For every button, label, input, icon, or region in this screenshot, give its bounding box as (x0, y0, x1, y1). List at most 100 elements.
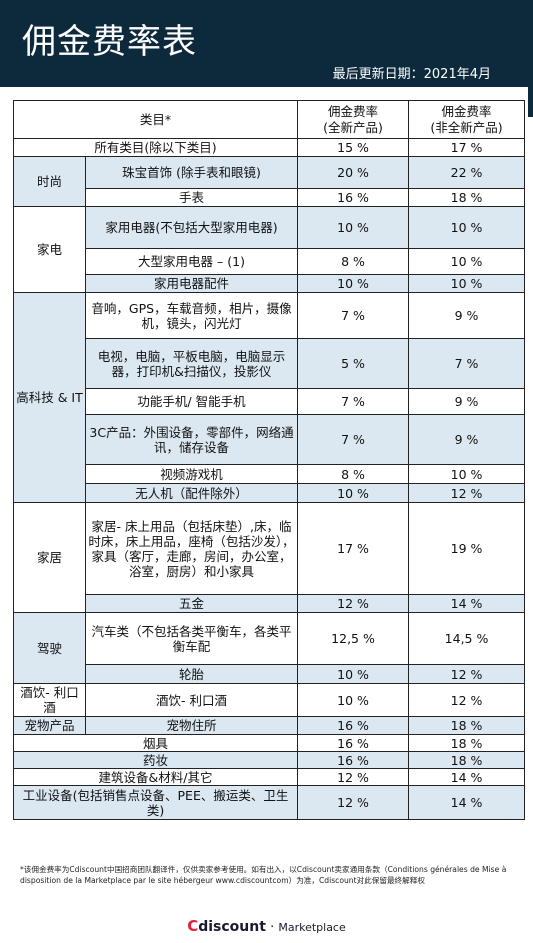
header-rate-used: 佣金费率 (非全新产品) (408, 100, 526, 139)
rate-new: 8 % (297, 464, 410, 484)
category-group: 驾驶 (13, 612, 86, 684)
brand-c: C (187, 917, 199, 935)
table-row: 3C产品：外围设备，零部件，网络通讯，储存设备 7 % 9 % (13, 414, 526, 465)
rate-new: 10 % (297, 664, 410, 684)
table-row: 酒饮- 利口酒 酒饮- 利口酒 10 % 12 % (13, 683, 526, 717)
category-item: 轮胎 (84, 664, 299, 684)
category-group: 家居 (13, 502, 86, 613)
brand-marketplace: Marketplace (278, 921, 346, 934)
rate-new: 10 % (297, 683, 410, 717)
rate-used: 14,5 % (408, 612, 526, 665)
rate-used: 19 % (408, 502, 526, 595)
rate-new: 16 % (297, 734, 410, 752)
table-row: 轮胎 10 % 12 % (13, 664, 526, 684)
rate-new: 12 % (297, 785, 410, 820)
table-row: 宠物产品 宠物住所 16 % 18 % (13, 716, 526, 735)
table-row: 手表 16 % 18 % (13, 188, 526, 207)
category-item: 视频游戏机 (84, 464, 299, 484)
table-row: 建筑设备&材料/其它 12 % 14 % (12, 768, 526, 786)
category-item: 宠物住所 (84, 716, 299, 735)
table-row: 无人机（配件除外） 10 % 12 % (13, 483, 526, 503)
brand-logo: Cdiscount · Marketplace (0, 917, 533, 935)
category-item: 手表 (84, 188, 299, 207)
rate-new: 10 % (297, 483, 410, 503)
category-item: 工业设备(包括销售点设备、PEE、搬运类、卫生类) (12, 785, 299, 820)
rate-new: 15 % (297, 138, 410, 157)
commission-rate-table: 类目* 佣金费率 (全新产品) 佣金费率 (非全新产品) 所有类目(除以下类目)… (12, 100, 526, 820)
table-row: 家居 家居- 床上用品（包括床垫）,床，临时床，床上用品，座椅（包括沙发），家具… (13, 502, 526, 613)
header-category: 类目* (12, 100, 299, 139)
rate-new: 10 % (297, 206, 410, 249)
rate-new: 5 % (297, 338, 410, 389)
rate-used: 12 % (408, 483, 526, 503)
category-item: 家用电器(不包括大型家用电器) (84, 206, 299, 249)
table-row: 药妆 16 % 18 % (12, 751, 526, 769)
rate-used: 12 % (408, 664, 526, 684)
header-rate-new: 佣金费率 (全新产品) (297, 100, 410, 139)
table-header-row: 类目* 佣金费率 (全新产品) 佣金费率 (非全新产品) (12, 100, 526, 139)
rate-used: 10 % (408, 464, 526, 484)
rate-new: 16 % (297, 751, 410, 769)
rate-new: 7 % (297, 414, 410, 465)
table-row: 家电 家用电器(不包括大型家用电器) 10 % 10 % (13, 206, 526, 293)
last-updated-date: 最后更新日期：2021年4月 (332, 67, 491, 82)
rate-used: 18 % (408, 751, 526, 769)
table-row: 烟具 16 % 18 % (12, 734, 526, 752)
category-item: 五金 (84, 594, 299, 613)
rate-used: 14 % (408, 785, 526, 820)
footnote: *该佣金费率为Cdiscount中国招商团队翻译件，仅供卖家参考使用。如有出入，… (20, 865, 507, 885)
rate-used: 7 % (408, 338, 526, 389)
category-item: 无人机（配件除外） (84, 483, 299, 503)
category-item: 电视，电脑，平板电脑，电脑显示器，打印机&扫描仪，投影仪 (84, 338, 299, 389)
rate-new: 10 % (297, 274, 410, 293)
category-item: 酒饮- 利口酒 (84, 683, 299, 717)
rate-used: 17 % (408, 138, 526, 157)
table-row: 工业设备(包括销售点设备、PEE、搬运类、卫生类) 12 % 14 % (12, 785, 526, 820)
category-item: 3C产品：外围设备，零部件，网络通讯，储存设备 (84, 414, 299, 465)
table-row: 五金 12 % 14 % (13, 594, 526, 613)
rate-used: 22 % (408, 156, 526, 189)
category-item: 药妆 (12, 751, 299, 769)
rate-used: 14 % (408, 594, 526, 613)
table-row: 时尚 珠宝首饰 (除手表和眼镜) 20 % 22 % (13, 156, 526, 207)
table-row: 电视，电脑，平板电脑，电脑显示器，打印机&扫描仪，投影仪 5 % 7 % (13, 338, 526, 389)
category-item: 建筑设备&材料/其它 (12, 768, 299, 786)
rate-new: 20 % (297, 156, 410, 189)
page-title: 佣金费率表 (22, 22, 197, 62)
rate-used: 9 % (408, 388, 526, 415)
rate-new: 7 % (297, 388, 410, 415)
rate-used: 18 % (408, 188, 526, 207)
side-accent-strip (528, 87, 533, 117)
rate-new: 8 % (297, 248, 410, 275)
table-row: 视频游戏机 8 % 10 % (13, 464, 526, 484)
rate-used: 10 % (408, 274, 526, 293)
category-group: 家电 (13, 206, 86, 293)
category-item: 所有类目(除以下类目) (12, 138, 299, 157)
rate-new: 17 % (297, 502, 410, 595)
rate-used: 18 % (408, 716, 526, 735)
category-group: 高科技 & IT (13, 292, 86, 503)
table-row: 驾驶 汽车类（不包括各类平衡车，各类平衡车配 12,5 % 14,5 % (13, 612, 526, 684)
rate-new: 16 % (297, 188, 410, 207)
rate-used: 14 % (408, 768, 526, 786)
rate-used: 10 % (408, 248, 526, 275)
category-item: 汽车类（不包括各类平衡车，各类平衡车配 (84, 612, 299, 665)
table-row: 家用电器配件 10 % 10 % (13, 274, 526, 293)
category-item: 珠宝首饰 (除手表和眼镜) (84, 156, 299, 189)
rate-new: 12 % (297, 768, 410, 786)
category-item: 音响，GPS，车载音频，相片，摄像机，镜头，闪光灯 (84, 292, 299, 339)
category-item: 家用电器配件 (84, 274, 299, 293)
category-item: 烟具 (12, 734, 299, 752)
category-item: 家居- 床上用品（包括床垫）,床，临时床，床上用品，座椅（包括沙发），家具（客厅… (84, 502, 299, 595)
rate-used: 10 % (408, 206, 526, 249)
category-group: 酒饮- 利口酒 (13, 683, 86, 717)
category-item: 大型家用电器 – (1) (84, 248, 299, 275)
table-row: 大型家用电器 – (1) 8 % 10 % (13, 248, 526, 275)
rate-used: 12 % (408, 683, 526, 717)
table-row: 高科技 & IT 音响，GPS，车载音频，相片，摄像机，镜头，闪光灯 7 % 9… (13, 292, 526, 503)
rate-new: 12 % (297, 594, 410, 613)
table-row: 功能手机/ 智能手机 7 % 9 % (13, 388, 526, 415)
category-group: 时尚 (13, 156, 86, 207)
brand-separator: · (265, 920, 279, 935)
page-header: 佣金费率表 最后更新日期：2021年4月 (0, 0, 533, 87)
